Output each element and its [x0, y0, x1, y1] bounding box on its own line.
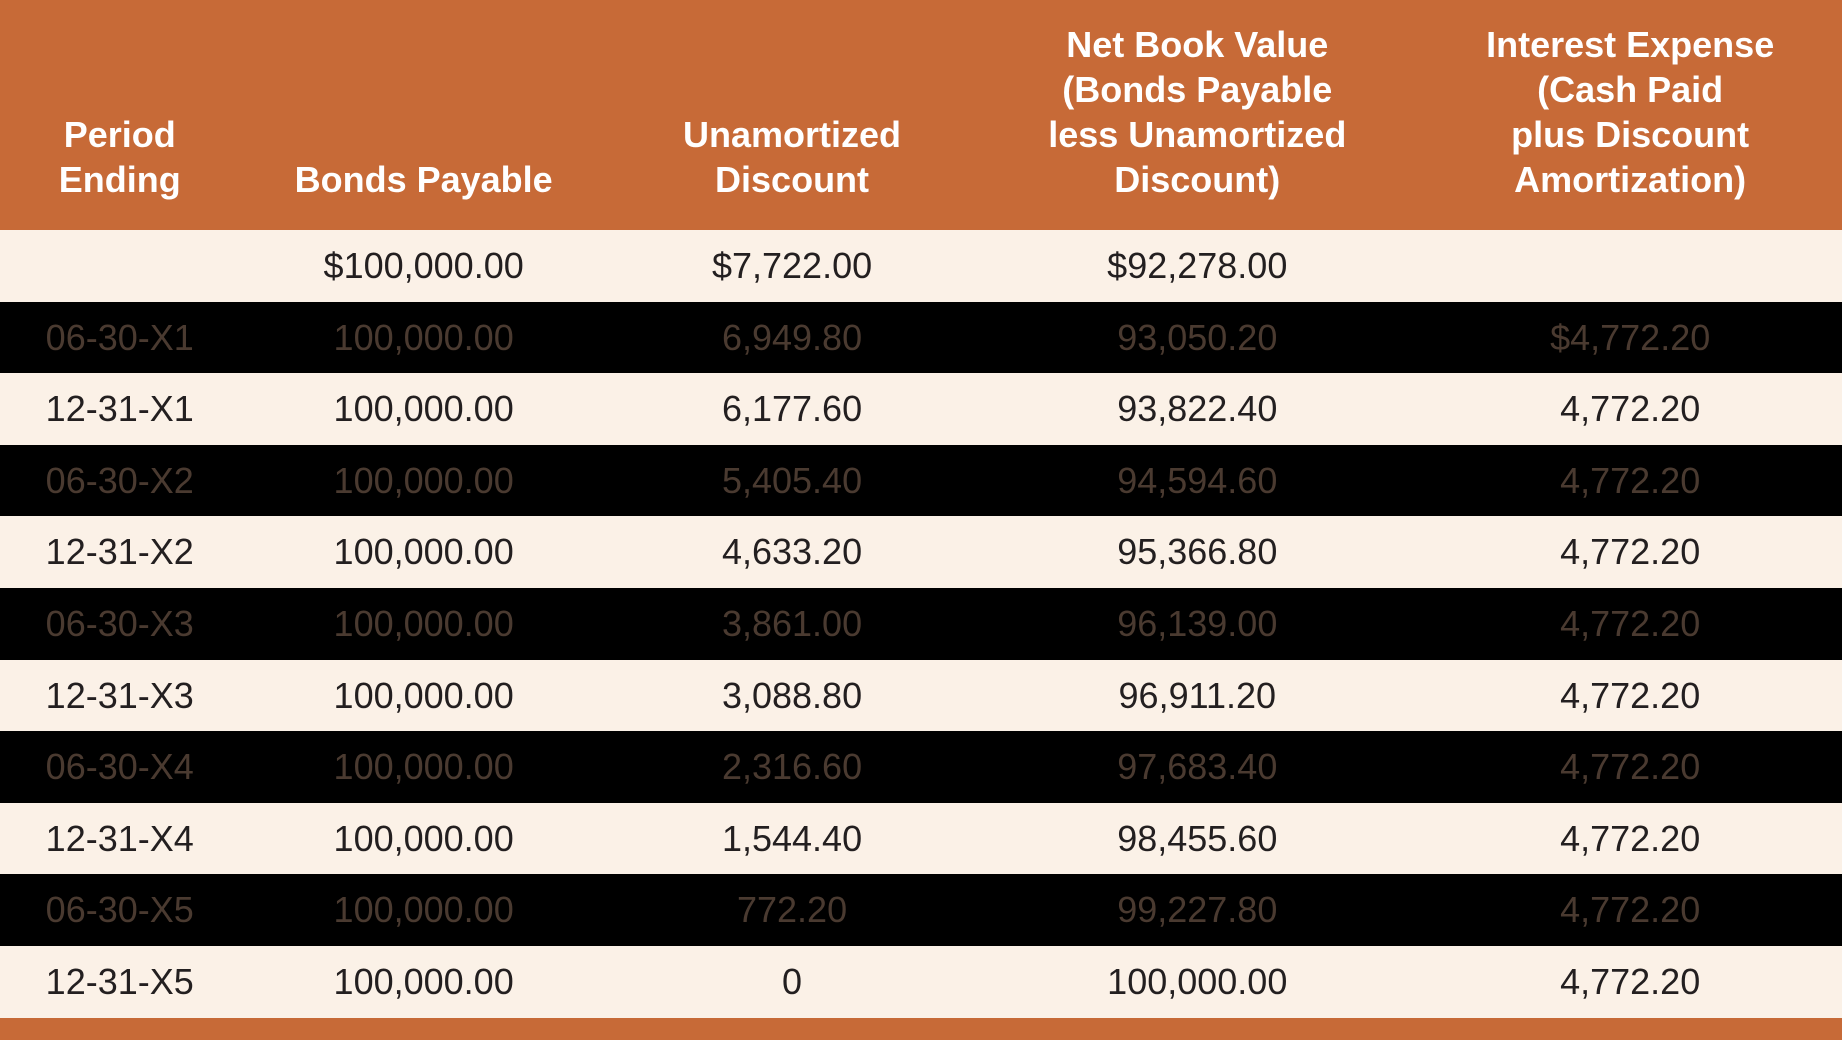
cell: 12-31-X3 — [0, 660, 239, 732]
cell: 4,772.20 — [1418, 373, 1842, 445]
cell: $92,278.00 — [976, 230, 1418, 302]
cell: 6,177.60 — [608, 373, 976, 445]
col-header-text: Amortization) — [1434, 157, 1826, 202]
cell: 2,316.60 — [608, 731, 976, 803]
cell: 4,633.20 — [608, 516, 976, 588]
cell: 97,683.40 — [976, 731, 1418, 803]
col-header-text: Bonds Payable — [255, 157, 591, 202]
cell: 4,772.20 — [1418, 874, 1842, 946]
cell: 100,000.00 — [239, 516, 607, 588]
col-header-interest-expense: Interest Expense (Cash Paid plus Discoun… — [1418, 0, 1842, 230]
cell: 100,000.00 — [239, 803, 607, 875]
col-header-text: less Unamortized — [992, 112, 1402, 157]
table-row: 12-31-X5100,000.000100,000.004,772.20 — [0, 946, 1842, 1018]
footer-bar — [0, 1018, 1842, 1040]
col-header-bonds-payable: Bonds Payable — [239, 0, 607, 230]
cell: 06-30-X2 — [0, 445, 239, 517]
table-row: 12-31-X1100,000.006,177.6093,822.404,772… — [0, 373, 1842, 445]
cell: 99,227.80 — [976, 874, 1418, 946]
cell: 100,000.00 — [239, 660, 607, 732]
cell: 06-30-X4 — [0, 731, 239, 803]
cell: 94,594.60 — [976, 445, 1418, 517]
cell: 100,000.00 — [239, 302, 607, 374]
cell: 100,000.00 — [239, 588, 607, 660]
col-header-text: (Cash Paid — [1434, 67, 1826, 112]
cell: $7,722.00 — [608, 230, 976, 302]
cell: 4,772.20 — [1418, 946, 1842, 1018]
col-header-text: Net Book Value — [992, 22, 1402, 67]
cell: 4,772.20 — [1418, 445, 1842, 517]
cell: 4,772.20 — [1418, 516, 1842, 588]
col-header-text: Unamortized — [624, 112, 960, 157]
cell — [0, 230, 239, 302]
table-footer — [0, 1018, 1842, 1040]
cell: 12-31-X5 — [0, 946, 239, 1018]
cell: 06-30-X3 — [0, 588, 239, 660]
cell: 12-31-X4 — [0, 803, 239, 875]
cell: 95,366.80 — [976, 516, 1418, 588]
cell: $4,772.20 — [1418, 302, 1842, 374]
cell: 98,455.60 — [976, 803, 1418, 875]
cell: 3,861.00 — [608, 588, 976, 660]
table-row: $100,000.00$7,722.00$92,278.00 — [0, 230, 1842, 302]
cell: 06-30-X1 — [0, 302, 239, 374]
cell — [1418, 230, 1842, 302]
cell: 6,949.80 — [608, 302, 976, 374]
col-header-text: Discount) — [992, 157, 1402, 202]
table-row: 12-31-X3100,000.003,088.8096,911.204,772… — [0, 660, 1842, 732]
cell: 12-31-X1 — [0, 373, 239, 445]
table-row: 06-30-X5100,000.00772.2099,227.804,772.2… — [0, 874, 1842, 946]
cell: 93,822.40 — [976, 373, 1418, 445]
table-row: 12-31-X2100,000.004,633.2095,366.804,772… — [0, 516, 1842, 588]
table-row: 06-30-X2100,000.005,405.4094,594.604,772… — [0, 445, 1842, 517]
cell: 4,772.20 — [1418, 660, 1842, 732]
cell: 06-30-X5 — [0, 874, 239, 946]
col-header-net-book-value: Net Book Value (Bonds Payable less Unamo… — [976, 0, 1418, 230]
cell: 93,050.20 — [976, 302, 1418, 374]
cell: 96,911.20 — [976, 660, 1418, 732]
cell: 4,772.20 — [1418, 803, 1842, 875]
amortization-table-wrapper: Period Ending Bonds Payable Unamortized … — [0, 0, 1842, 1040]
cell: 4,772.20 — [1418, 731, 1842, 803]
col-header-text: Period — [16, 112, 223, 157]
col-header-text: Ending — [16, 157, 223, 202]
cell: 0 — [608, 946, 976, 1018]
col-header-text: plus Discount — [1434, 112, 1826, 157]
cell: 100,000.00 — [976, 946, 1418, 1018]
cell: 100,000.00 — [239, 946, 607, 1018]
cell: 1,544.40 — [608, 803, 976, 875]
amortization-table: Period Ending Bonds Payable Unamortized … — [0, 0, 1842, 1040]
table-row: 06-30-X1100,000.006,949.8093,050.20$4,77… — [0, 302, 1842, 374]
table-row: 06-30-X4100,000.002,316.6097,683.404,772… — [0, 731, 1842, 803]
col-header-unamortized-discount: Unamortized Discount — [608, 0, 976, 230]
table-body: $100,000.00$7,722.00$92,278.0006-30-X110… — [0, 230, 1842, 1018]
cell: 4,772.20 — [1418, 588, 1842, 660]
cell: $100,000.00 — [239, 230, 607, 302]
table-row: 12-31-X4100,000.001,544.4098,455.604,772… — [0, 803, 1842, 875]
cell: 100,000.00 — [239, 445, 607, 517]
cell: 100,000.00 — [239, 874, 607, 946]
col-header-text: (Bonds Payable — [992, 67, 1402, 112]
col-header-text: Discount — [624, 157, 960, 202]
table-row: 06-30-X3100,000.003,861.0096,139.004,772… — [0, 588, 1842, 660]
col-header-text: Interest Expense — [1434, 22, 1826, 67]
cell: 5,405.40 — [608, 445, 976, 517]
col-header-period: Period Ending — [0, 0, 239, 230]
table-header: Period Ending Bonds Payable Unamortized … — [0, 0, 1842, 230]
cell: 100,000.00 — [239, 731, 607, 803]
cell: 96,139.00 — [976, 588, 1418, 660]
cell: 12-31-X2 — [0, 516, 239, 588]
cell: 772.20 — [608, 874, 976, 946]
cell: 100,000.00 — [239, 373, 607, 445]
cell: 3,088.80 — [608, 660, 976, 732]
